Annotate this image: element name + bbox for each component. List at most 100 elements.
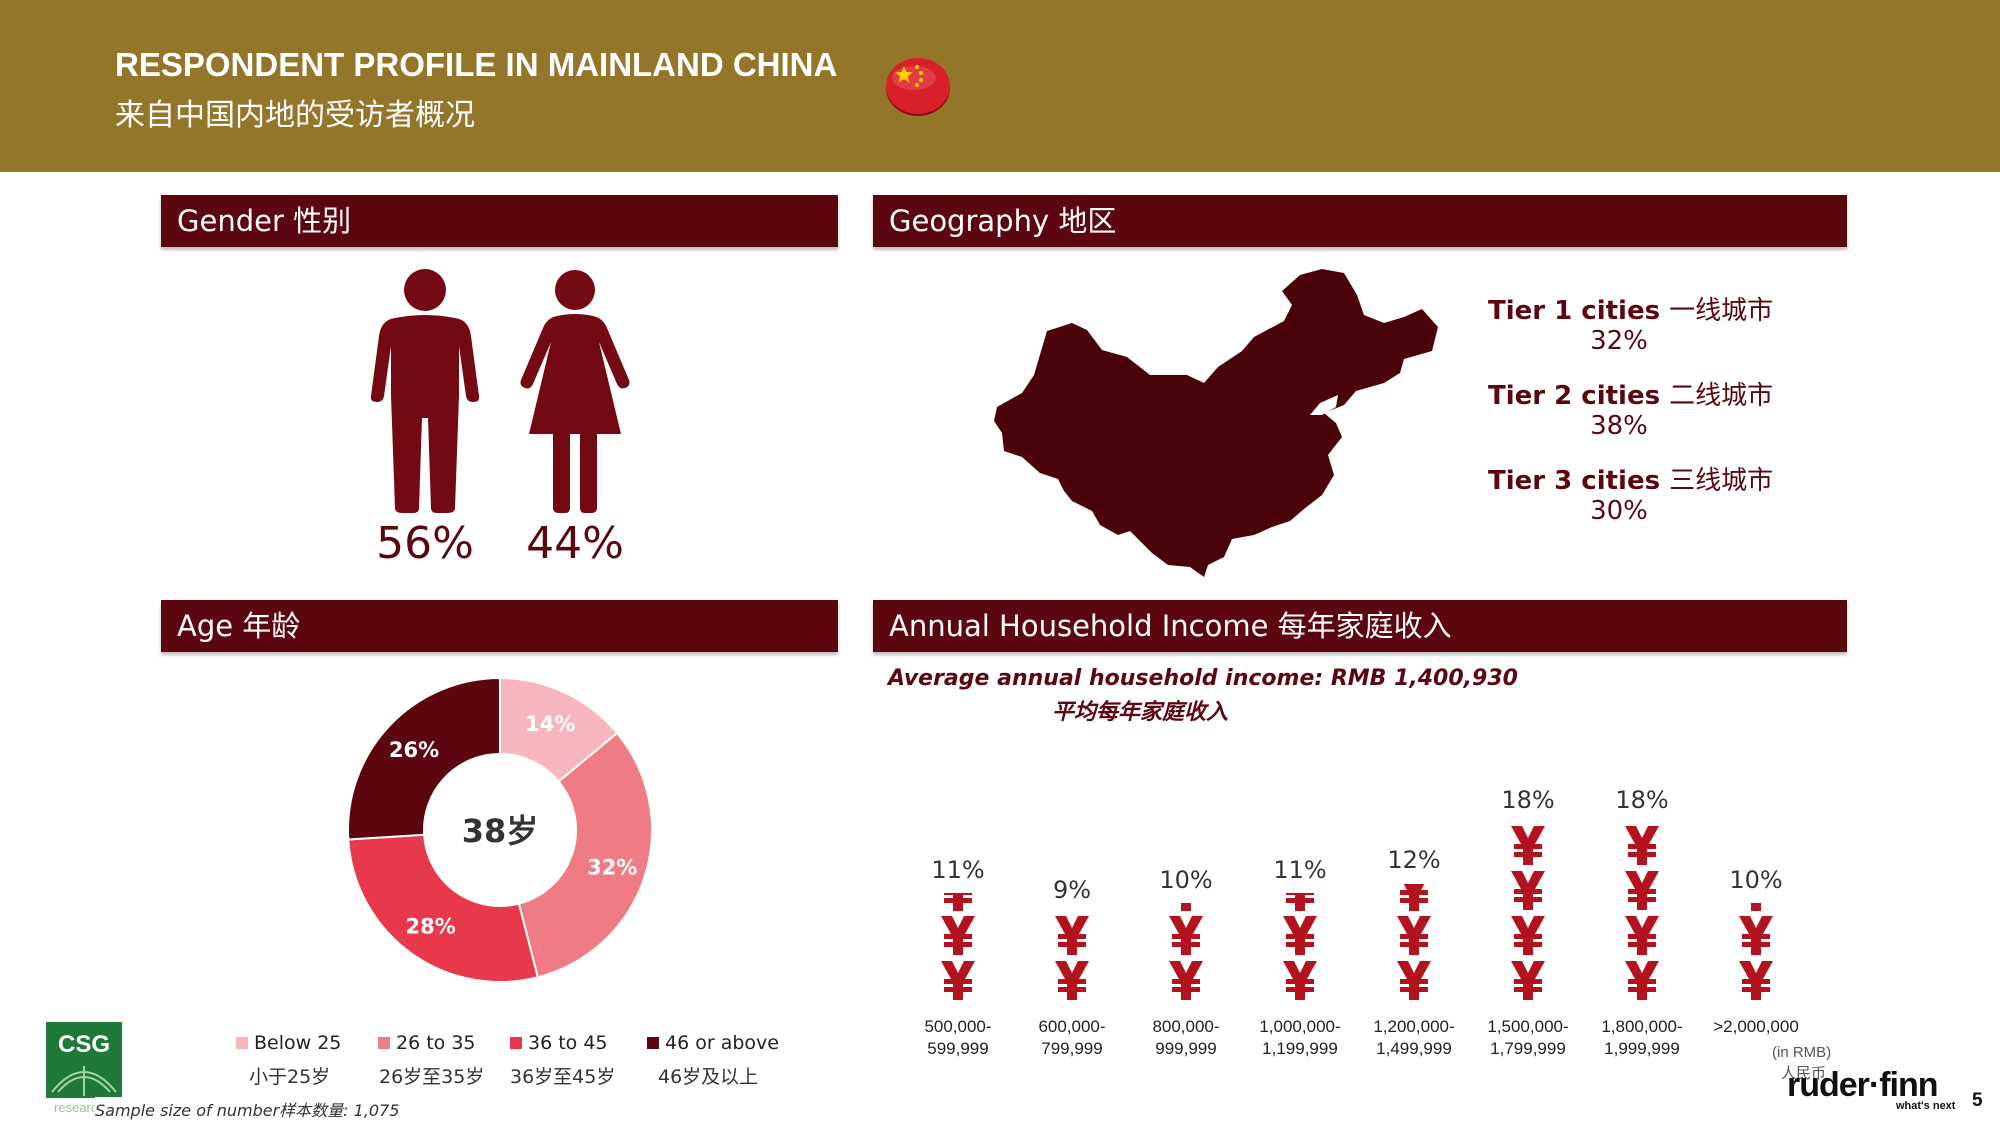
page-number: 5	[1972, 1090, 1983, 1111]
income-pct-label: 18%	[1615, 786, 1669, 814]
income-unit-en: (in RMB)	[1772, 1044, 1832, 1061]
tier3-label: Tier 3 cities 三线城市	[1488, 460, 1773, 497]
yen-icon	[1397, 916, 1431, 955]
legend-36-45-label: 36 to 45	[528, 1032, 608, 1054]
tier3-value: 30%	[1590, 496, 1648, 526]
yen-icon	[1739, 916, 1773, 955]
sample-size-footnote: Sample size of number样本数量: 1,075	[95, 1097, 400, 1121]
tier1-value: 32%	[1590, 326, 1648, 356]
yen-partial-icon	[944, 893, 972, 911]
csg-logo: CSG	[46, 1022, 122, 1098]
legend-below-25-cn: 小于25岁	[249, 1066, 331, 1088]
page-title: RESPONDENT PROFILE IN MAINLAND CHINA	[115, 46, 838, 83]
age-section-header: Age 年龄	[161, 600, 838, 652]
income-range-label: 1,500,000- 1,799,999	[1487, 1017, 1569, 1058]
income-pct-label: 10%	[1159, 866, 1213, 894]
age-slice-3	[347, 676, 501, 841]
china-flag-icon	[886, 58, 950, 116]
yen-icon	[1511, 826, 1545, 865]
legend-46-above-cn: 46岁及以上	[658, 1066, 759, 1088]
legend-46-above: 46 or above	[647, 1032, 779, 1054]
income-pct-label: 11%	[931, 856, 985, 884]
yen-icon	[1625, 871, 1659, 910]
ruder-finn-logo: ruder·finn	[1787, 1066, 1939, 1104]
tier2-label-cn: 二线城市	[1669, 381, 1774, 411]
legend-36-45: 36 to 45	[510, 1032, 608, 1054]
yen-icon	[1625, 826, 1659, 865]
income-range-label: 600,000- 799,999	[1038, 1017, 1106, 1058]
age-slice-2	[347, 833, 540, 983]
income-range-label: 500,000- 599,999	[924, 1017, 992, 1058]
gender-section-header: Gender 性别	[161, 195, 838, 247]
legend-swatch-36-45	[510, 1037, 522, 1049]
income-pct-label: 12%	[1387, 846, 1441, 874]
yen-icon	[941, 916, 975, 955]
yen-partial-icon	[1172, 903, 1200, 911]
female-percentage: 44%	[526, 518, 624, 569]
legend-swatch-below-25	[236, 1037, 248, 1049]
income-range-label: 1,800,000- 1,999,999	[1601, 1017, 1683, 1058]
legend-26-35-cn: 26岁至35岁	[379, 1066, 485, 1088]
male-figure-icon	[370, 269, 480, 513]
legend-26-35-label: 26 to 35	[396, 1032, 476, 1054]
yen-icon	[1511, 961, 1545, 1000]
age-center-label: 38岁	[462, 812, 539, 850]
geography-section-header: Geography 地区	[873, 195, 1847, 247]
yen-icon	[1169, 916, 1203, 955]
age-slice-label-0: 14%	[525, 712, 575, 736]
yen-icon	[1511, 916, 1545, 955]
csg-logo-text: CSG	[58, 1031, 110, 1058]
male-percentage: 56%	[376, 518, 474, 569]
income-pct-label: 10%	[1729, 866, 1783, 894]
tier2-label: Tier 2 cities 二线城市	[1488, 375, 1773, 412]
yen-partial-icon	[1400, 884, 1428, 911]
ruder-finn-tagline: what's next	[1896, 1100, 1956, 1112]
legend-36-45-cn: 36岁至45岁	[510, 1066, 616, 1088]
age-slice-label-3: 26%	[389, 738, 439, 762]
yen-icon	[1283, 916, 1317, 955]
yen-icon	[1625, 961, 1659, 1000]
legend-swatch-26-35	[378, 1037, 390, 1049]
yen-icon	[941, 961, 975, 1000]
tier2-value: 38%	[1590, 411, 1648, 441]
legend-26-35: 26 to 35	[378, 1032, 476, 1054]
tier3-label-en: Tier 3 cities	[1488, 466, 1661, 496]
page-subtitle-cn: 来自中国内地的受访者概况	[115, 98, 475, 133]
income-range-label: 1,000,000- 1,199,999	[1259, 1017, 1341, 1058]
income-range-label: 1,200,000- 1,499,999	[1373, 1017, 1455, 1058]
average-income-label-cn: 平均每年家庭收入	[1052, 700, 1229, 725]
income-pct-label: 18%	[1501, 786, 1555, 814]
income-pct-label: 11%	[1273, 856, 1327, 884]
csg-logo-subtitle: research	[54, 1100, 105, 1115]
tier1-label: Tier 1 cities 一线城市	[1488, 290, 1773, 327]
yen-icon	[1625, 916, 1659, 955]
yen-icon	[1055, 916, 1089, 955]
yen-icon	[1055, 961, 1089, 1000]
yen-icon	[1511, 871, 1545, 910]
yen-icon	[1169, 961, 1203, 1000]
legend-below-25-label: Below 25	[254, 1032, 342, 1054]
tier1-label-en: Tier 1 cities	[1488, 296, 1661, 326]
income-range-label: 800,000- 999,999	[1152, 1017, 1220, 1058]
age-slice-label-1: 32%	[587, 855, 637, 879]
tier1-label-cn: 一线城市	[1669, 296, 1774, 326]
yen-icon	[1283, 961, 1317, 1000]
age-slice-label-2: 28%	[406, 914, 456, 938]
age-slice-1	[517, 731, 653, 979]
yen-partial-icon	[1742, 903, 1770, 911]
female-figure-icon	[520, 270, 630, 513]
age-donut-chart: 14% 32% 28% 26% 38岁	[347, 676, 653, 983]
tier2-label-en: Tier 2 cities	[1488, 381, 1661, 411]
income-pct-label: 9%	[1052, 876, 1092, 904]
china-map-icon	[994, 269, 1438, 577]
legend-46-above-label: 46 or above	[665, 1032, 779, 1054]
average-income-label: Average annual household income: RMB 1,4…	[888, 666, 1518, 691]
yen-icon	[1397, 961, 1431, 1000]
income-unit-cn: 人民币	[1781, 1064, 1827, 1082]
legend-below-25: Below 25	[236, 1032, 341, 1054]
legend-swatch-46-above	[647, 1037, 659, 1049]
tier3-label-cn: 三线城市	[1669, 466, 1774, 496]
income-range-label: >2,000,000	[1713, 1017, 1799, 1036]
yen-icon	[1739, 961, 1773, 1000]
